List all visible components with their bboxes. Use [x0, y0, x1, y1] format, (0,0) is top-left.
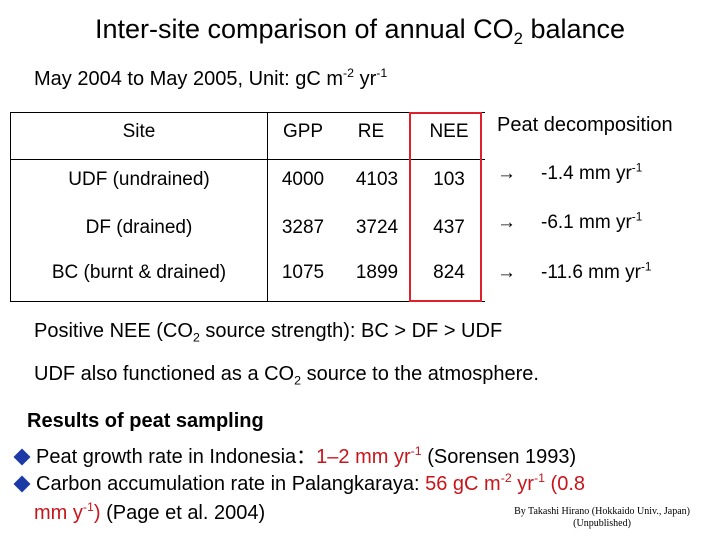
nee-highlight-box	[409, 112, 482, 302]
header-re: RE	[357, 121, 385, 142]
right-arrow-icon: →	[497, 262, 516, 283]
row-df-re: 3724	[355, 217, 399, 238]
row-df-gpp: 3287	[281, 217, 325, 238]
header-nee: NEE	[429, 121, 469, 142]
statement-nee-ranking: Positive NEE (CO2 source strength): BC >…	[34, 320, 503, 345]
table-header-divider	[11, 159, 485, 160]
author-credit: By Takashi Hirano (Hokkaido Univ., Japan…	[514, 506, 690, 530]
header-site: Site	[122, 121, 156, 142]
right-arrow-icon: →	[497, 163, 516, 184]
row-udf-nee: 103	[433, 169, 465, 190]
results-heading: Results of peat sampling	[27, 410, 264, 432]
row-udf-re: 4103	[355, 169, 399, 190]
row-bc-site: BC (burnt & drained)	[51, 262, 227, 283]
co2-balance-table: Site GPP RE NEE UDF (undrained) 4000 410…	[10, 112, 485, 302]
right-arrow-icon: →	[497, 212, 516, 233]
diamond-bullet-icon	[13, 448, 31, 466]
credit-author: By Takashi Hirano (Hokkaido Univ., Japan…	[514, 506, 690, 517]
bullet-carbon-accumulation-cont: mm y-1) (Page et al. 2004)	[34, 499, 266, 524]
bullet-peat-growth: Peat growth rate in Indonesia：1–2 mm yr-…	[12, 440, 576, 469]
row-udf-site: UDF (undrained)	[68, 169, 210, 190]
credit-status: (Unpublished)	[573, 518, 631, 529]
table-divider	[267, 113, 268, 301]
slide-title: Inter-site comparison of annual CO2 bala…	[94, 14, 626, 48]
bullet-carbon-accumulation: Carbon accumulation rate in Palangkaraya…	[12, 472, 585, 496]
diamond-bullet-icon	[13, 475, 31, 493]
slide-subtitle: May 2004 to May 2005, Unit: gC m-2 yr-1	[34, 65, 388, 90]
row-bc-re: 1899	[355, 262, 399, 283]
peat-row-bc: → -11.6 mm yr-1	[497, 260, 652, 283]
statement-udf-source: UDF also functioned as a CO2 source to t…	[34, 363, 539, 388]
peat-row-df: → -6.1 mm yr-1	[497, 210, 643, 233]
row-df-nee: 437	[433, 217, 465, 238]
row-bc-nee: 824	[433, 262, 465, 283]
peat-row-udf: → -1.4 mm yr-1	[497, 161, 643, 184]
header-gpp: GPP	[282, 121, 324, 142]
row-udf-gpp: 4000	[281, 169, 325, 190]
row-bc-gpp: 1075	[281, 262, 325, 283]
peat-decomposition-heading: Peat decomposition	[497, 114, 673, 136]
row-df-site: DF (drained)	[85, 217, 193, 238]
